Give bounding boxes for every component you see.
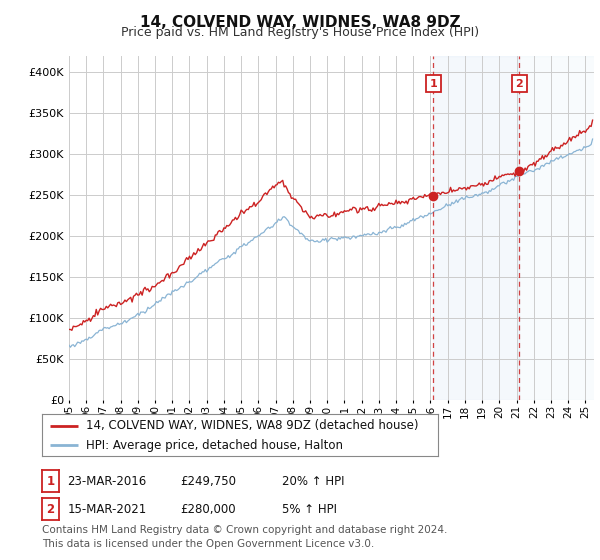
Text: Price paid vs. HM Land Registry's House Price Index (HPI): Price paid vs. HM Land Registry's House … (121, 26, 479, 39)
Text: 14, COLVEND WAY, WIDNES, WA8 9DZ: 14, COLVEND WAY, WIDNES, WA8 9DZ (140, 15, 460, 30)
Bar (433, 56, 520, 400)
Text: 1: 1 (46, 474, 55, 488)
Text: HPI: Average price, detached house, Halton: HPI: Average price, detached house, Halt… (86, 438, 343, 451)
Text: 14, COLVEND WAY, WIDNES, WA8 9DZ (detached house): 14, COLVEND WAY, WIDNES, WA8 9DZ (detach… (86, 419, 418, 432)
Text: 1: 1 (430, 78, 437, 88)
Text: £249,750: £249,750 (180, 474, 236, 488)
Text: Contains HM Land Registry data © Crown copyright and database right 2024.
This d: Contains HM Land Registry data © Crown c… (42, 525, 448, 549)
Text: 15-MAR-2021: 15-MAR-2021 (67, 502, 146, 516)
Text: 20% ↑ HPI: 20% ↑ HPI (282, 474, 344, 488)
Text: 5% ↑ HPI: 5% ↑ HPI (282, 502, 337, 516)
Text: 2: 2 (515, 78, 523, 88)
Text: £280,000: £280,000 (180, 502, 236, 516)
Text: 23-MAR-2016: 23-MAR-2016 (67, 474, 146, 488)
Text: 2: 2 (46, 502, 55, 516)
Bar (520, 56, 600, 400)
